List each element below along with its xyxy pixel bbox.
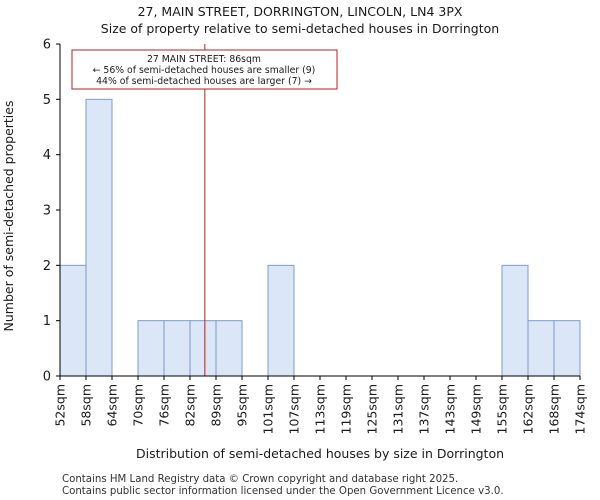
x-tick-label: 168sqm <box>547 384 562 434</box>
y-ticks: 0 1 2 3 4 5 6 <box>43 38 60 385</box>
x-tick-label: 143sqm <box>443 384 458 434</box>
x-tick-label: 58sqm <box>79 384 94 427</box>
x-tick-label: 89sqm <box>209 384 224 427</box>
bar-168sqm <box>553 320 581 377</box>
bars-layer <box>59 98 581 377</box>
footer-line-1: Contains HM Land Registry data © Crown c… <box>62 474 459 485</box>
x-tick-label: 162sqm <box>521 384 536 434</box>
y-tick-label: 4 <box>43 148 51 163</box>
y-tick-label: 5 <box>43 93 51 108</box>
annotation-frame <box>71 49 338 90</box>
x-tick-label: 119sqm <box>339 384 354 434</box>
x-tick-label: 113sqm <box>313 384 328 434</box>
footer-line-2: Contains public sector information licen… <box>62 486 504 497</box>
bar-58sqm <box>85 98 113 377</box>
x-tick-label: 64sqm <box>105 384 120 427</box>
y-tick-label: 6 <box>43 38 51 53</box>
x-tick-label: 76sqm <box>157 384 172 427</box>
bar-70sqm <box>137 320 165 377</box>
chart-title: 27, MAIN STREET, DORRINGTON, LINCOLN, LN… <box>137 4 463 19</box>
bar-82sqm <box>189 320 217 377</box>
x-tick-label: 125sqm <box>365 384 380 434</box>
y-tick-label: 3 <box>43 204 51 219</box>
bar-162sqm <box>527 320 555 377</box>
chart-subtitle: Size of property relative to semi-detach… <box>100 21 500 36</box>
x-tick-label: 149sqm <box>469 384 484 434</box>
y-tick-label: 0 <box>43 370 51 385</box>
x-tick-label: 101sqm <box>261 384 276 434</box>
annotation-line-3: 44% of semi-detached houses are larger (… <box>96 76 312 87</box>
bar-76sqm <box>163 320 191 377</box>
x-tick-label: 174sqm <box>573 384 588 434</box>
histogram-chart: 0 1 2 3 4 5 6 52sqm 58sqm 64sqm 70sqm 76sqm 82sqm 89… <box>1 38 588 462</box>
y-axis-label: Number of semi-detached properties <box>1 101 16 332</box>
x-axis-label: Distribution of semi-detached houses by … <box>136 446 504 461</box>
bar-89sqm <box>215 320 243 377</box>
annotation-line-2: ← 56% of semi-detached houses are smalle… <box>93 65 316 76</box>
bar-101sqm <box>267 264 295 377</box>
y-tick-label: 2 <box>43 259 51 274</box>
annotation-box: 27 MAIN STREET: 86sqm← 56% of semi-detac… <box>71 49 338 90</box>
x-tick-label: 155sqm <box>495 384 510 434</box>
bar-52sqm <box>59 264 87 377</box>
x-tick-label: 82sqm <box>183 384 198 427</box>
x-tick-label: 107sqm <box>287 384 302 434</box>
x-tick-label: 137sqm <box>417 384 432 434</box>
x-ticks: 52sqm 58sqm 64sqm 70sqm 76sqm 82sqm 89sqm 95sqm… <box>53 376 588 434</box>
x-tick-label: 70sqm <box>131 384 146 427</box>
y-tick-label: 1 <box>43 314 51 329</box>
bar-155sqm <box>501 264 529 377</box>
x-tick-label: 95sqm <box>235 384 250 427</box>
annotation-line-1: 27 MAIN STREET: 86sqm <box>147 54 261 65</box>
x-tick-label: 52sqm <box>53 384 68 427</box>
x-tick-label: 131sqm <box>391 384 406 434</box>
